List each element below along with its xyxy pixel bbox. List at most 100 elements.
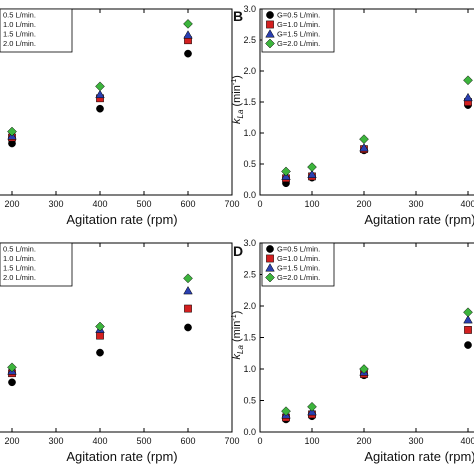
data-point: [95, 321, 105, 332]
data-point: [307, 401, 317, 412]
data-point: [464, 326, 472, 334]
y-tick-label: 3.0: [243, 238, 256, 248]
x-tick-label: 0: [257, 436, 262, 446]
legend-entry: G=0.5 L/min.: [277, 245, 320, 254]
x-tick-label: 500: [136, 436, 151, 446]
y-tick-label: 1.5: [243, 333, 256, 343]
x-tick-label: 300: [48, 436, 63, 446]
data-point: [96, 331, 104, 340]
data-point: [281, 406, 291, 417]
legend-entry: 0.5 L/min.: [3, 11, 36, 20]
data-point: [184, 304, 192, 313]
x-tick-label: 400: [92, 199, 107, 209]
data-point: [183, 19, 193, 29]
x-tick-label: 0: [257, 199, 262, 209]
legend-entry: G=1.0 L/min.: [277, 254, 320, 263]
data-point: [359, 143, 369, 152]
legend-marker: [265, 272, 275, 283]
legend-box: [261, 242, 335, 287]
legend-entry: 1.5 L/min.: [3, 30, 36, 39]
data-point: [96, 104, 104, 113]
y-tick-label: 0.0: [243, 190, 256, 200]
x-axis-label: Agitation rate (rpm): [364, 212, 474, 227]
y-tick-label: 2.0: [243, 66, 256, 76]
x-tick-label: 200: [356, 199, 371, 209]
y-tick-label: 0.0: [243, 427, 256, 437]
y-axis-label: kLa (min-1): [231, 75, 245, 124]
legend-marker: [265, 29, 275, 38]
data-point: [95, 81, 105, 92]
x-tick-label: 700: [224, 436, 239, 446]
x-tick-label: 400: [92, 436, 107, 446]
x-tick-label: 600: [180, 199, 195, 209]
legend-entry: 0.5 L/min.: [3, 245, 36, 254]
x-axis-label: Agitation rate (rpm): [66, 212, 177, 227]
data-point: [183, 273, 193, 284]
data-point: [184, 49, 192, 58]
y-tick-label: 0.5: [243, 159, 256, 169]
y-tick-label: 2.5: [243, 35, 256, 45]
data-point: [281, 166, 291, 177]
y-tick-label: 3.0: [243, 4, 256, 14]
x-tick-label: 400: [460, 199, 474, 209]
x-axis-label: Agitation rate (rpm): [66, 449, 177, 464]
legend-entry: 2.0 L/min.: [3, 39, 36, 48]
panel-letter: B: [233, 8, 243, 24]
x-tick-label: 100: [304, 436, 319, 446]
x-tick-label: 400: [460, 436, 474, 446]
legend-marker: [266, 20, 274, 29]
legend-box: [0, 242, 73, 287]
legend-entry: G=1.0 L/min.: [277, 20, 320, 29]
data-point: [7, 362, 17, 373]
y-axis-label: kLa (min-1): [231, 311, 245, 360]
panel-letter: D: [233, 243, 243, 259]
x-tick-label: 200: [356, 436, 371, 446]
data-point: [463, 315, 473, 324]
legend-marker: [265, 263, 275, 272]
x-tick-label: 200: [4, 436, 19, 446]
legend-marker: [266, 11, 274, 19]
y-tick-label: 0.5: [243, 396, 256, 406]
x-tick-label: 300: [408, 199, 423, 209]
x-tick-label: 300: [48, 199, 63, 209]
data-point: [183, 30, 193, 39]
legend-entry: 2.0 L/min.: [3, 273, 36, 282]
x-tick-label: 600: [180, 436, 195, 446]
data-point: [359, 134, 369, 145]
legend-box: [0, 8, 73, 53]
chart-panel-3: 200 300 400 500 600 700 Agitation rate (rpm) 0.…: [0, 242, 240, 464]
legend-entry: G=2.0 L/min.: [277, 273, 320, 282]
legend-entry: G=0.5 L/min.: [277, 11, 320, 20]
data-point: [7, 126, 17, 137]
legend-entry: 1.0 L/min.: [3, 20, 36, 29]
data-point: [8, 378, 16, 387]
x-tick-label: 700: [224, 199, 239, 209]
legend-marker: [266, 254, 274, 263]
data-point: [95, 89, 105, 99]
data-point: [96, 348, 104, 357]
legend-entry: G=2.0 L/min.: [277, 39, 320, 48]
y-tick-label: 2.0: [243, 301, 256, 311]
legend-marker: [266, 245, 274, 253]
data-point: [463, 92, 473, 102]
data-point: [183, 285, 193, 295]
x-tick-label: 200: [4, 199, 19, 209]
chart-panel-1: 200 300 400 500 600 700 Agitation rate (rpm) 0.…: [0, 8, 240, 227]
y-tick-label: 2.5: [243, 270, 256, 280]
x-tick-label: 500: [136, 199, 151, 209]
y-tick-label: 1.5: [243, 97, 256, 107]
data-point: [307, 162, 317, 172]
legend-entry: G=1.5 L/min.: [277, 264, 320, 273]
data-point: [184, 323, 192, 332]
y-tick-label: 1.0: [243, 364, 256, 374]
legend-entry: 1.5 L/min.: [3, 264, 36, 273]
data-point: [307, 169, 317, 179]
data-point: [463, 75, 473, 86]
y-tick-label: 1.0: [243, 128, 256, 138]
legend-entry: G=1.5 L/min.: [277, 30, 320, 39]
data-point: [463, 307, 473, 318]
legend-box: [261, 8, 335, 53]
